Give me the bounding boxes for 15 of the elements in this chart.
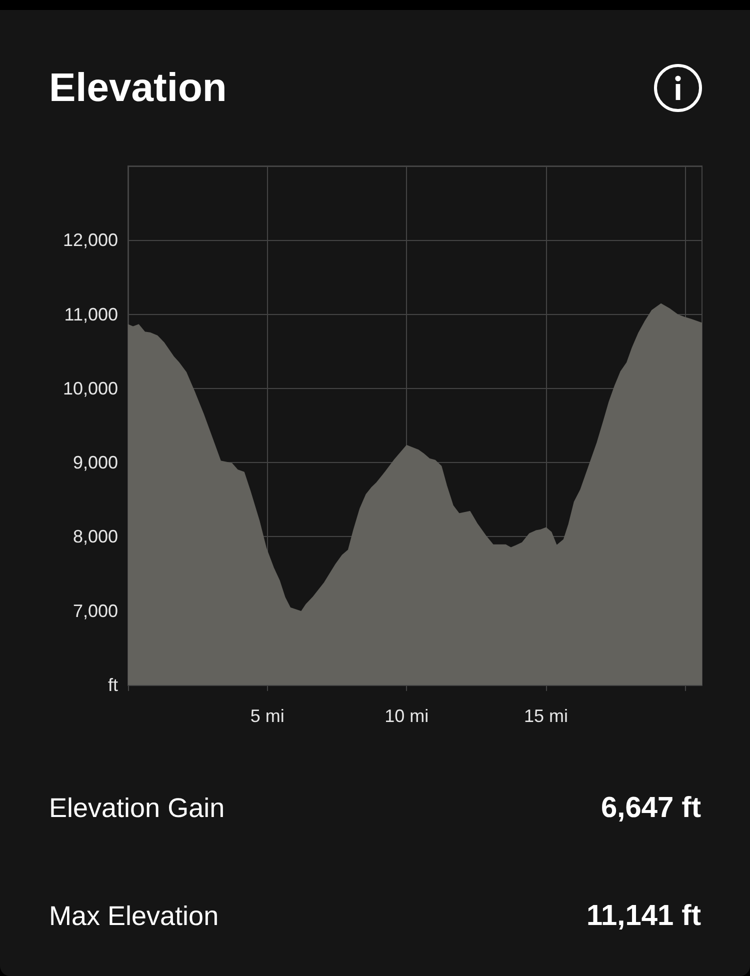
text: Elevation Gain bbox=[49, 792, 225, 825]
x-tick-label: 10 mi bbox=[384, 706, 429, 726]
x-tick-label: 5 mi bbox=[250, 706, 284, 726]
text: 11,141 ft bbox=[586, 899, 701, 934]
x-tick-label: 15 mi bbox=[524, 706, 568, 726]
y-tick-label: 7,000 bbox=[72, 600, 118, 621]
y-tick-label: 8,000 bbox=[72, 526, 118, 547]
y-tick-label: 12,000 bbox=[62, 230, 118, 250]
y-tick-label: 9,000 bbox=[72, 452, 118, 473]
y-tick-label: 11,000 bbox=[64, 304, 118, 324]
text: 6,647 ft bbox=[601, 791, 701, 826]
chart-title: Elevation bbox=[49, 65, 227, 112]
y-tick-label: 10,000 bbox=[62, 378, 118, 398]
text: Max Elevation bbox=[49, 900, 219, 933]
y-tick-label: ft bbox=[108, 675, 118, 695]
